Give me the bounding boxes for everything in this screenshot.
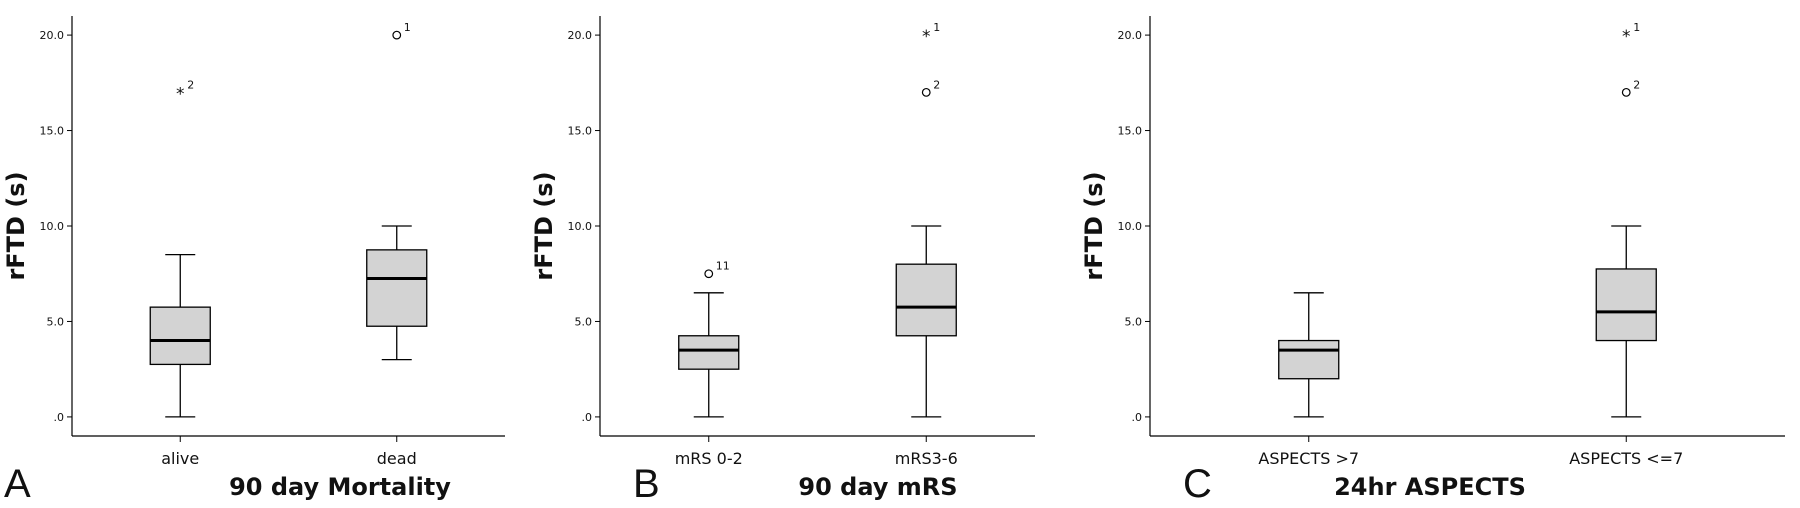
chart-panel-c: .0 5.0 10.0 15.0 20.0 ASPECTS >7 ASPECTS <=7 * 1… [1080, 16, 1785, 506]
x-tick-label: ASPECTS <=7 [1569, 449, 1683, 468]
y-axis-title: rFTD (s) [2, 171, 30, 280]
iqr-box [366, 249, 428, 327]
panel-letter: C [1183, 462, 1212, 506]
y-tick-label: 5.0 [1125, 315, 1143, 328]
y-tick-label: 15.0 [40, 125, 65, 138]
x-axis-title: 90 day mRS [798, 473, 957, 501]
y-tick-label: 5.0 [47, 315, 65, 328]
box-mrs-0-2: 11 [678, 260, 740, 418]
panel-letter: A [4, 462, 31, 506]
outlier-circle [921, 87, 931, 97]
box-dead: 1 [366, 21, 428, 361]
y-tick-label: 20.0 [568, 29, 593, 42]
outlier-label: 1 [933, 21, 940, 34]
y-tick-label: 10.0 [1118, 220, 1143, 233]
iqr-box [895, 263, 957, 337]
y-tick-label: 10.0 [40, 220, 65, 233]
box-aspects-7 [1278, 292, 1340, 418]
x-tick-label: ASPECTS >7 [1258, 449, 1359, 468]
y-tick-label: .0 [54, 411, 65, 424]
x-axis-title: 24hr ASPECTS [1334, 473, 1526, 501]
chart-panel-b: .0 5.0 10.0 15.0 20.0 mRS 0-2 mRS3-6 11 * 1 2 rFTD … [530, 16, 1035, 506]
y-tick-label: .0 [582, 411, 593, 424]
y-tick-label: .0 [1132, 411, 1143, 424]
x-axis-title: 90 day Mortality [229, 473, 451, 501]
iqr-box [678, 335, 740, 370]
y-tick-label: 20.0 [1118, 29, 1143, 42]
y-tick-label: 15.0 [1118, 125, 1143, 138]
panel-letter: B [633, 462, 660, 506]
x-tick-label: alive [161, 449, 199, 468]
outlier-circle [392, 30, 402, 40]
x-tick-label: mRS3-6 [895, 449, 958, 468]
outlier-circle [704, 269, 714, 279]
outlier-label: 2 [933, 78, 940, 91]
outlier-star: * [922, 27, 931, 47]
outlier-label: 2 [1633, 78, 1640, 91]
outlier-label: 1 [404, 21, 411, 34]
y-axis-title: rFTD (s) [1080, 171, 1108, 280]
y-tick-label: 10.0 [568, 220, 593, 233]
y-tick-label: 20.0 [40, 29, 65, 42]
chart-panel-a: .0 5.0 10.0 15.0 20.0 alive dead * 2 1 rFTD (s) 90 … [2, 16, 505, 506]
iqr-box [149, 306, 211, 366]
y-axis-title: rFTD (s) [530, 171, 558, 280]
outlier-star: * [1622, 27, 1631, 47]
y-tick-label: 15.0 [568, 125, 593, 138]
box-aspects-7: * 1 2 [1595, 21, 1657, 418]
box-mrs3-6: * 1 2 [895, 21, 957, 418]
outlier-label: 1 [1633, 21, 1640, 34]
x-tick-label: dead [377, 449, 417, 468]
iqr-box [1595, 268, 1657, 342]
box-alive: * 2 [149, 78, 211, 418]
x-tick-label: mRS 0-2 [675, 449, 743, 468]
outlier-star: * [176, 84, 185, 104]
y-tick-label: 5.0 [575, 315, 593, 328]
outlier-label: 2 [187, 78, 194, 91]
outlier-circle [1621, 87, 1631, 97]
iqr-box [1278, 339, 1340, 380]
outlier-label: 11 [716, 260, 730, 273]
